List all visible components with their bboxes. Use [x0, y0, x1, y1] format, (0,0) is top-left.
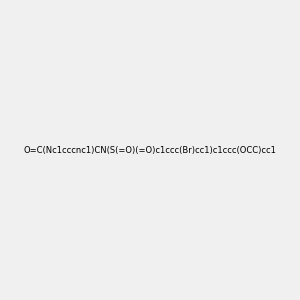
- Text: O=C(Nc1cccnc1)CN(S(=O)(=O)c1ccc(Br)cc1)c1ccc(OCC)cc1: O=C(Nc1cccnc1)CN(S(=O)(=O)c1ccc(Br)cc1)c…: [24, 146, 276, 154]
